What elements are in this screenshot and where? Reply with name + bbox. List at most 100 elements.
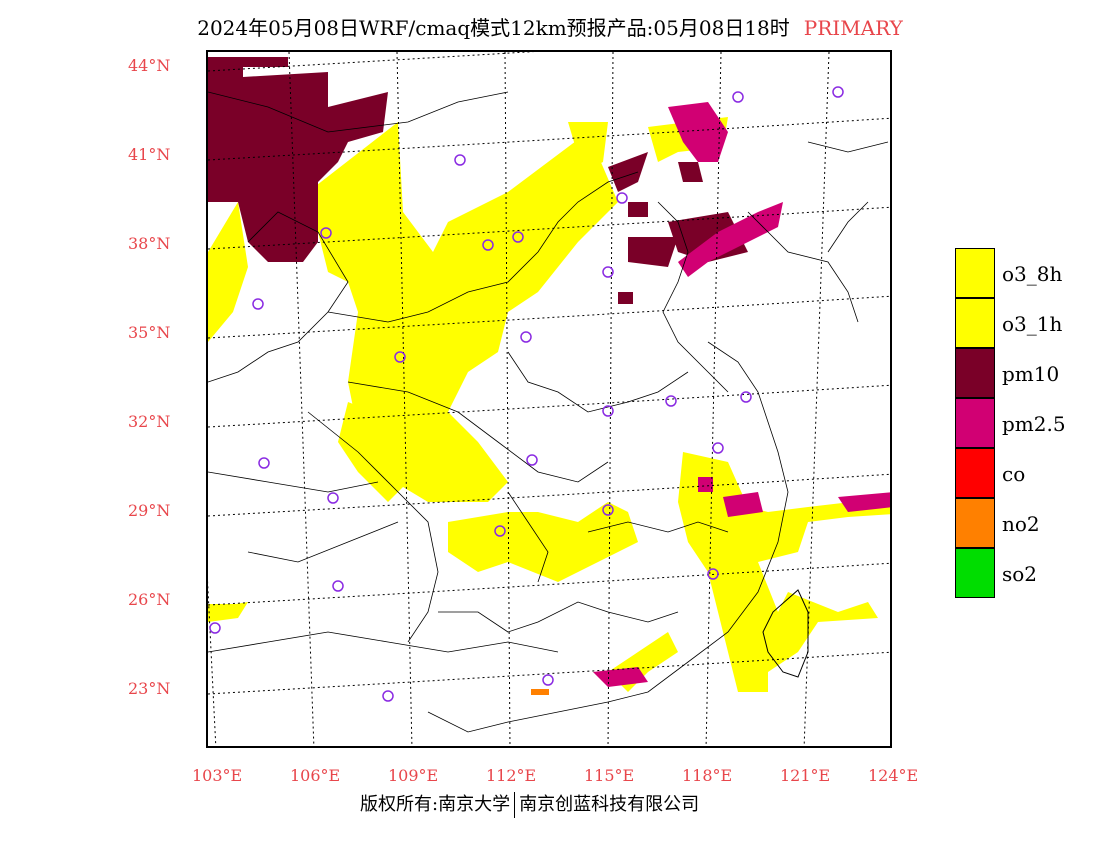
lat-label: 29°N (128, 501, 171, 520)
legend-swatch (955, 548, 995, 598)
city-marker (740, 391, 752, 403)
pm10-region (208, 67, 388, 262)
city-marker (602, 504, 614, 516)
o3-region (338, 402, 418, 502)
city-marker (209, 622, 221, 634)
lat-label: 23°N (128, 679, 171, 698)
o3-region (448, 502, 638, 582)
province-boundary (307, 411, 439, 643)
pm25-region (593, 667, 648, 687)
lon-label: 103°E (192, 766, 243, 785)
longitude-gridline (607, 52, 614, 746)
legend-item: co (955, 448, 1075, 498)
lon-label: 124°E (868, 766, 919, 785)
city-marker (712, 442, 724, 454)
legend-swatch (955, 248, 995, 298)
pm10-region (618, 292, 633, 304)
legend-label: no2 (1002, 512, 1040, 536)
province-boundary (347, 381, 609, 483)
o3-region (208, 602, 248, 622)
pm10-region (208, 57, 288, 67)
chart-title: 2024年05月08日WRF/cmaq模式12km预报产品:05月08日18时 P… (0, 12, 1100, 41)
province-boundary (427, 341, 789, 733)
city-marker (332, 580, 344, 592)
city-marker (482, 239, 494, 251)
legend-swatch (955, 398, 995, 448)
title-primary-tag: PRIMARY (803, 16, 903, 40)
city-marker (382, 690, 394, 702)
pm25-region (838, 492, 890, 512)
map-frame (206, 50, 892, 748)
lat-label: 41°N (128, 145, 171, 164)
lon-label: 121°E (780, 766, 831, 785)
city-marker (252, 298, 264, 310)
province-boundaries (208, 91, 889, 733)
legend-item: so2 (955, 548, 1075, 598)
legend-swatch (955, 348, 995, 398)
legend-item: pm10 (955, 348, 1075, 398)
province-boundary (438, 601, 679, 633)
taiwan-coastline (762, 589, 809, 678)
province-boundary (827, 201, 869, 253)
city-marker (602, 405, 614, 417)
legend-label: pm10 (1002, 362, 1060, 386)
o3-region (308, 122, 618, 502)
city-marker (616, 192, 628, 204)
footer-separator (514, 792, 516, 818)
province-boundary (208, 631, 559, 653)
province-boundary (208, 91, 509, 133)
legend-swatch (955, 448, 995, 498)
legend-label: so2 (1002, 562, 1038, 586)
pm25-region (668, 102, 728, 162)
province-boundary (247, 521, 399, 563)
lon-label: 109°E (388, 766, 439, 785)
city-marker (665, 395, 677, 407)
city-marker (707, 568, 719, 580)
city-marker (732, 91, 744, 103)
graticule (208, 52, 890, 746)
city-marker (602, 266, 614, 278)
province-boundary (507, 491, 549, 583)
lon-label: 106°E (290, 766, 341, 785)
copyright-left: 版权所有:南京大学 (360, 794, 511, 815)
city-marker (526, 454, 538, 466)
copyright-footer: 版权所有:南京大学 南京创蓝科技有限公司 (360, 790, 699, 818)
legend-item: no2 (955, 498, 1075, 548)
legend-swatch (955, 298, 995, 348)
pm10-region (678, 162, 703, 182)
latitude-gridline (208, 52, 535, 72)
pm10-region (608, 152, 648, 192)
o3-region (568, 122, 608, 172)
legend-label: pm2.5 (1002, 412, 1066, 436)
city-marker (394, 351, 406, 363)
longitude-gridline (705, 52, 722, 746)
lat-label: 44°N (128, 56, 171, 75)
province-boundary (208, 471, 379, 493)
province-boundary (327, 171, 639, 323)
legend-item: o3_8h (955, 248, 1075, 298)
latitude-gridline (208, 384, 890, 428)
legend-label: o3_8h (1002, 262, 1063, 286)
pm25-region (698, 477, 713, 492)
lat-label: 35°N (128, 323, 171, 342)
o3-region (208, 202, 248, 342)
province-boundary (807, 141, 889, 153)
lat-label: 32°N (128, 412, 171, 431)
city-marker (327, 492, 339, 504)
pm25-region (723, 492, 763, 517)
pollutant-overlay (208, 57, 890, 695)
legend-swatch (955, 498, 995, 548)
city-marker (512, 231, 524, 243)
pm10-region (628, 237, 678, 267)
city-marker (832, 86, 844, 98)
pm10-region (628, 202, 648, 217)
longitude-gridline (288, 52, 315, 746)
city-markers (209, 86, 844, 702)
city-marker (454, 154, 466, 166)
city-marker (542, 674, 554, 686)
legend-label: o3_1h (1002, 312, 1063, 336)
longitude-gridline (803, 52, 830, 746)
city-marker (320, 227, 332, 239)
lat-label: 26°N (128, 590, 171, 609)
longitude-gridline (396, 52, 413, 746)
